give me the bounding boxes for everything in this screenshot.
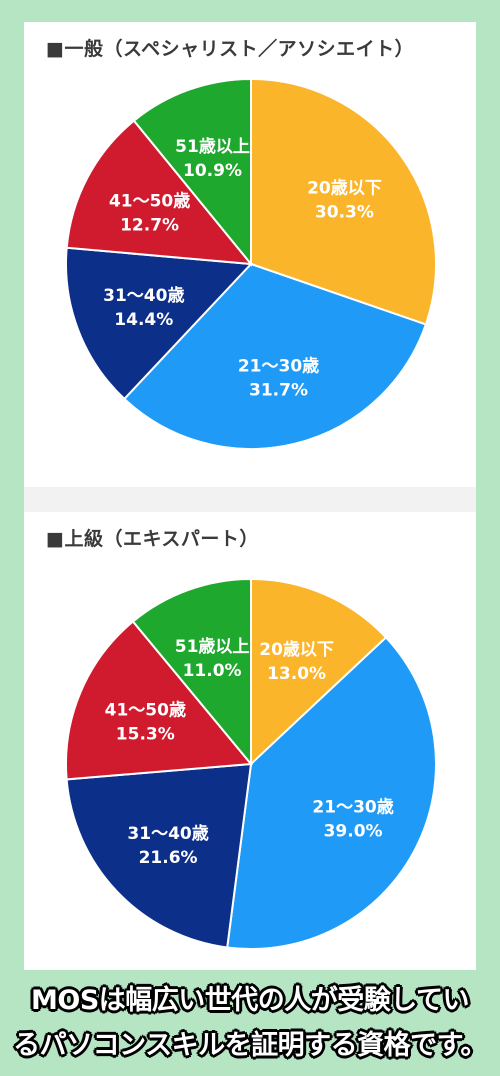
slice-label-under-20: 20歳以下 13.0%: [259, 639, 334, 684]
slice-category-label: 51歳以上: [175, 636, 250, 657]
slice-percent-label: 14.4%: [114, 310, 173, 330]
slice-label-31-40: 31〜40歳 21.6%: [127, 823, 208, 868]
slice-percent-label: 12.7%: [120, 215, 179, 235]
slice-label-41-50: 41〜50歳 15.3%: [105, 700, 186, 745]
pie-slice-over-51: [132, 77, 252, 267]
slice-percent-label: 11.0%: [183, 661, 242, 681]
pie-slice-under-20: [250, 77, 437, 326]
chart-title-general: ■一般（スペシャリスト／アソシエイト）: [46, 38, 415, 60]
slice-category-label: 21〜30歳: [238, 355, 319, 376]
caption-line-1: MOSは幅広い世代の人が受験してい: [31, 985, 469, 1016]
section-divider: [24, 487, 476, 512]
slice-percent-label: 30.3%: [315, 203, 374, 223]
pie-slice-31-40: [65, 762, 253, 949]
pie-slice-under-20: [250, 577, 388, 767]
pie-slice-over-51: [131, 577, 252, 767]
slice-category-label: 41〜50歳: [109, 190, 190, 211]
slice-percent-label: 31.7%: [249, 380, 308, 400]
chart-card-expert: ■上級（エキスパート） 20歳以下 13.0% 21〜30歳 39.0% 31〜40歳 2…: [24, 512, 476, 970]
pie-slice-21-30: [122, 262, 428, 450]
slice-category-label: 51歳以上: [175, 136, 250, 157]
slice-label-41-50: 41〜50歳 12.7%: [109, 190, 190, 235]
slice-label-21-30: 21〜30歳 39.0%: [312, 796, 393, 841]
pie-slice-41-50: [65, 620, 253, 781]
caption-line-2: るパソコンスキルを証明する資格です。: [13, 1030, 487, 1061]
slice-category-label: 21〜30歳: [312, 796, 393, 817]
slice-category-label: 20歳以下: [259, 639, 334, 660]
pie-chart-general: 20歳以下 30.3% 21〜30歳 31.7% 31〜40歳 14.4% 41〜50歳 12…: [65, 77, 437, 450]
pie-slice-41-50: [65, 119, 254, 266]
chart-card-general: ■一般（スペシャリスト／アソシエイト） 20歳以下 30.3% 21〜30歳 31.7…: [24, 22, 476, 487]
slice-percent-label: 13.0%: [267, 664, 326, 684]
slice-label-over-51: 51歳以上 11.0%: [175, 636, 250, 681]
slice-percent-label: 15.3%: [116, 725, 175, 745]
slice-category-label: 31〜40歳: [103, 285, 184, 306]
slice-category-label: 20歳以下: [307, 178, 382, 199]
pie-slice-21-30: [226, 636, 437, 950]
slice-label-31-40: 31〜40歳 14.4%: [103, 285, 184, 330]
slice-category-label: 41〜50歳: [105, 700, 186, 721]
caption-text: MOSは幅広い世代の人が受験してい るパソコンスキルを証明する資格です。: [0, 978, 500, 1068]
pie-slice-31-40: [65, 246, 254, 401]
slice-label-21-30: 21〜30歳 31.7%: [238, 355, 319, 400]
slice-percent-label: 21.6%: [139, 848, 198, 868]
slice-percent-label: 10.9%: [183, 161, 242, 181]
slice-label-over-51: 51歳以上 10.9%: [175, 136, 250, 181]
slice-label-under-20: 20歳以下 30.3%: [307, 178, 382, 223]
chart-title-expert: ■上級（エキスパート）: [46, 528, 259, 550]
slice-percent-label: 39.0%: [324, 821, 383, 841]
slice-category-label: 31〜40歳: [127, 823, 208, 844]
pie-chart-expert: 20歳以下 13.0% 21〜30歳 39.0% 31〜40歳 21.6% 41〜50歳 15…: [65, 577, 437, 950]
